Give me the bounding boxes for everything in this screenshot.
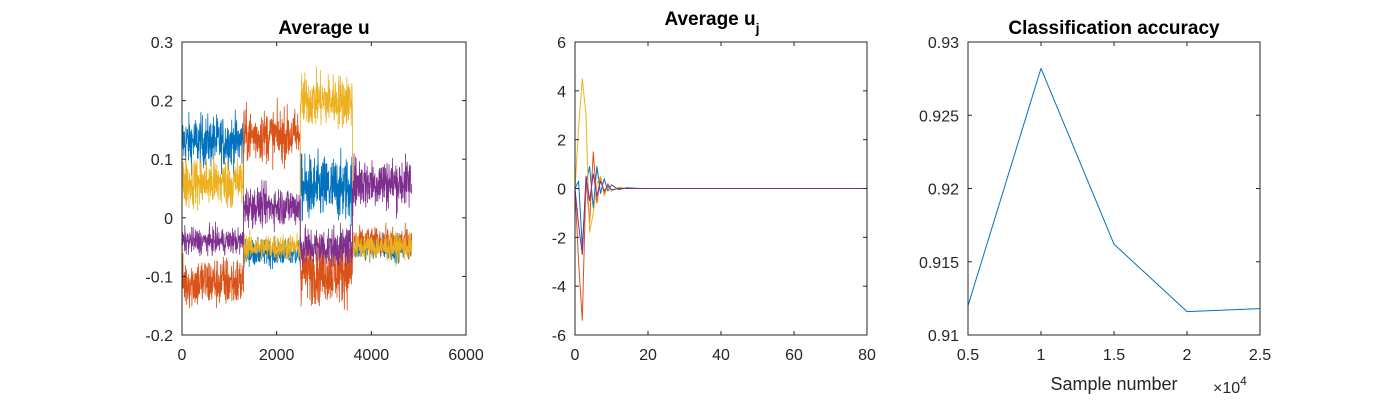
y-tick-label: -4 — [552, 279, 566, 296]
chart-title-classification-accuracy: Classification accuracy — [1008, 18, 1220, 39]
x-tick-label: 20 — [639, 347, 657, 364]
series-line-classification-accuracy-1 — [968, 67, 1260, 313]
y-tick-label: 2 — [557, 133, 566, 150]
x-tick-label: 1 — [1037, 347, 1046, 364]
x-tick-label: 2.5 — [1249, 347, 1271, 364]
y-tick-label: 0.2 — [151, 94, 173, 111]
chart-title-average-uj-subscript: j — [755, 20, 760, 36]
plot-area-average-u — [182, 66, 412, 311]
ticks-classification-accuracy: 0.5 1 1.5 2 2.5 0.91 0.915 0.92 0.925 0.93 — [919, 35, 1271, 364]
panel-average-u: 0 2000 4000 6000 -0.2 -0.1 0 0.1 0.2 0.3 Average … — [145, 18, 483, 364]
x-tick-label: 4000 — [354, 347, 390, 364]
panel-classification-accuracy: 0.5 1 1.5 2 2.5 0.91 0.915 0.92 0.925 0.93 Classi… — [919, 18, 1271, 397]
y-tick-label: 0.1 — [151, 152, 173, 169]
y-tick-label: -6 — [552, 328, 566, 345]
x-tick-label: 80 — [858, 347, 876, 364]
plot-area-average-uj — [575, 78, 867, 321]
y-tick-label: -0.2 — [145, 328, 173, 345]
chart-title-average-uj-main: Average u — [664, 9, 755, 30]
series-line-average-u-3 — [182, 66, 412, 267]
x-axis-exponent: ×104 — [1213, 374, 1247, 397]
y-tick-label: 0.3 — [151, 35, 173, 52]
axes-box-average-u — [181, 41, 467, 336]
plot-area-classification-accuracy — [968, 67, 1260, 313]
x-axis-exponent-power: 4 — [1240, 374, 1247, 388]
chart-title-average-uj: Average uj — [664, 9, 759, 36]
x-tick-label: 0.5 — [957, 347, 979, 364]
y-tick-label: 0.91 — [928, 328, 959, 345]
panel-average-uj: 0 20 40 60 80 -6 -4 -2 0 2 4 6 Average uj — [552, 9, 876, 364]
axes-box-average-uj — [574, 41, 868, 336]
ticks-average-uj: 0 20 40 60 80 -6 -4 -2 0 2 4 6 — [552, 35, 876, 364]
x-tick-label: 1.5 — [1103, 347, 1125, 364]
axes-box-classification-accuracy — [967, 41, 1261, 336]
y-tick-label: 0.92 — [928, 182, 959, 199]
x-axis-exponent-base: ×10 — [1213, 380, 1240, 397]
chart-title-average-u: Average u — [278, 18, 369, 39]
y-tick-label: 0 — [164, 211, 173, 228]
y-tick-label: 0 — [557, 182, 566, 199]
x-tick-label: 40 — [712, 347, 730, 364]
y-tick-label: -0.1 — [145, 269, 173, 286]
x-tick-label: 6000 — [448, 347, 484, 364]
ticks-average-u: 0 2000 4000 6000 -0.2 -0.1 0 0.1 0.2 0.3 — [145, 35, 483, 364]
y-tick-label: 6 — [557, 35, 566, 52]
x-tick-label: 2 — [1183, 347, 1192, 364]
x-axis-label-classification-accuracy: Sample number — [1050, 374, 1177, 394]
x-tick-label: 0 — [571, 347, 580, 364]
y-tick-label: 0.915 — [919, 255, 959, 272]
y-tick-label: 0.925 — [919, 108, 959, 125]
x-tick-label: 0 — [178, 347, 187, 364]
series-line-average-uj-4 — [575, 173, 867, 255]
x-tick-label: 2000 — [259, 347, 295, 364]
series-line-average-u-4 — [182, 153, 412, 268]
x-tick-label: 60 — [785, 347, 803, 364]
y-tick-label: -2 — [552, 230, 566, 247]
y-tick-label: 0.93 — [928, 35, 959, 52]
y-tick-label: 4 — [557, 84, 566, 101]
